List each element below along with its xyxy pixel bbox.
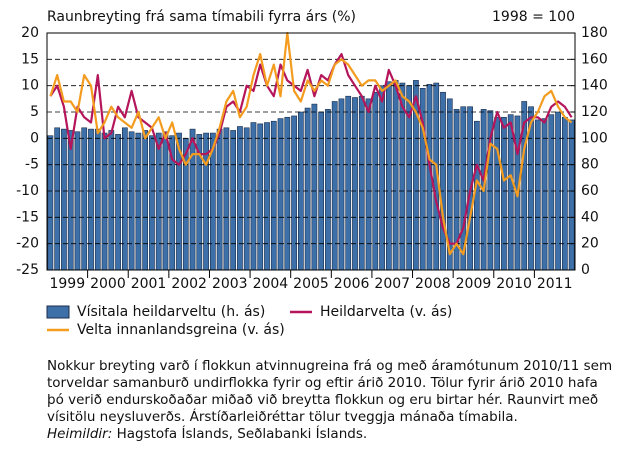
y2-tick-label: 160 [581, 51, 608, 67]
legend-label: Vísitala heildarveltu (h. ás) [77, 304, 265, 320]
y-tick-label: -10 [16, 183, 39, 199]
x-tick-label: 1999 [49, 276, 85, 292]
bar [264, 122, 270, 271]
x-tick-label: 2001 [131, 276, 167, 292]
y-tick-label: 20 [21, 25, 39, 41]
chart: Raunbreyting frá sama tímabili fyrra árs… [16, 9, 608, 338]
bar [291, 115, 297, 271]
bar [155, 132, 162, 271]
source-text: Hagstofa Íslands, Seðlabanki Íslands. [116, 426, 368, 442]
y-tick-label: 10 [21, 78, 39, 94]
bar [74, 131, 81, 271]
y2-tick-label: 140 [581, 78, 608, 94]
note: Nokkur breyting varð í flokkun atvinnugr… [47, 358, 617, 443]
x-tick-label: 2008 [415, 276, 451, 292]
bar [541, 118, 548, 271]
bar [115, 134, 121, 271]
legend-label: Heildarvelta (v. ás) [320, 304, 452, 320]
bar [101, 132, 108, 271]
y-tick-label: -25 [16, 262, 39, 278]
bar [108, 130, 115, 271]
x-tick-label: 2010 [496, 276, 532, 292]
y-tick-label: -5 [25, 157, 39, 173]
bar [331, 101, 338, 271]
bar [230, 130, 237, 271]
bar [223, 127, 230, 271]
bar [561, 116, 568, 271]
bar [325, 109, 331, 271]
chart-title: Raunbreyting frá sama tímabili fyrra árs… [47, 9, 356, 25]
x-tick-label: 2007 [374, 276, 410, 292]
bar [250, 122, 257, 271]
x-tick-label: 2000 [90, 276, 126, 292]
bar [121, 127, 128, 271]
bar [142, 130, 149, 271]
legend-swatch [46, 305, 70, 319]
bar [47, 135, 54, 271]
bar [392, 80, 399, 271]
x-tick-label: 2006 [334, 276, 370, 292]
legend-label: Velta innanlandsgreina (v. ás) [77, 322, 285, 338]
x-tick-label: 2011 [537, 276, 573, 292]
bar [189, 128, 196, 271]
bar [243, 127, 250, 271]
bar [379, 85, 385, 271]
y2-tick-label: 100 [581, 130, 608, 146]
y2-tick-label: 40 [581, 209, 599, 225]
y-tick-label: -20 [16, 236, 39, 252]
bar [352, 97, 358, 271]
source: Heimildir: Hagstofa Íslands, Seðlabanki … [47, 426, 617, 443]
bar [88, 128, 94, 271]
bar [501, 116, 507, 271]
y-tick-label: 0 [30, 130, 39, 146]
annotation: 1998 = 100 [492, 9, 575, 25]
y2-tick-label: 0 [581, 262, 590, 278]
y-tick-label: 5 [30, 104, 39, 120]
x-tick-label: 2009 [456, 276, 492, 292]
bar [67, 130, 74, 271]
x-tick-label: 2005 [293, 276, 329, 292]
bar [135, 132, 142, 271]
bar [257, 123, 264, 271]
y2-tick-label: 60 [581, 183, 599, 199]
bar [149, 135, 155, 271]
bar [365, 98, 372, 271]
y2-tick-label: 20 [581, 236, 599, 252]
line [49, 53, 573, 245]
bar [311, 103, 318, 271]
bar [284, 116, 291, 271]
line [49, 31, 573, 256]
bar [385, 81, 392, 271]
x-tick-label: 2002 [171, 276, 207, 292]
bar [162, 131, 169, 271]
bar [494, 116, 501, 271]
note-text: Nokkur breyting varð í flokkun atvinnugr… [47, 358, 613, 425]
bar [304, 107, 311, 271]
bar [338, 98, 345, 271]
source-label: Heimildir: [47, 426, 113, 442]
bar [237, 126, 243, 271]
bar [94, 128, 101, 271]
bar [568, 119, 575, 271]
bar [534, 119, 541, 271]
y2-tick-label: 80 [581, 157, 599, 173]
bar [54, 127, 61, 271]
y-tick-label: -15 [16, 209, 39, 225]
y-tick-label: 15 [21, 51, 39, 67]
plot-frame [46, 32, 576, 271]
bar [270, 120, 277, 271]
y2-tick-label: 180 [581, 25, 608, 41]
bar [216, 128, 223, 271]
y2-tick-label: 120 [581, 104, 608, 120]
bar [277, 118, 284, 271]
bar [128, 131, 135, 271]
bar [61, 128, 67, 271]
bar [81, 127, 88, 271]
x-tick-label: 2004 [253, 276, 289, 292]
x-tick-label: 2003 [212, 276, 248, 292]
